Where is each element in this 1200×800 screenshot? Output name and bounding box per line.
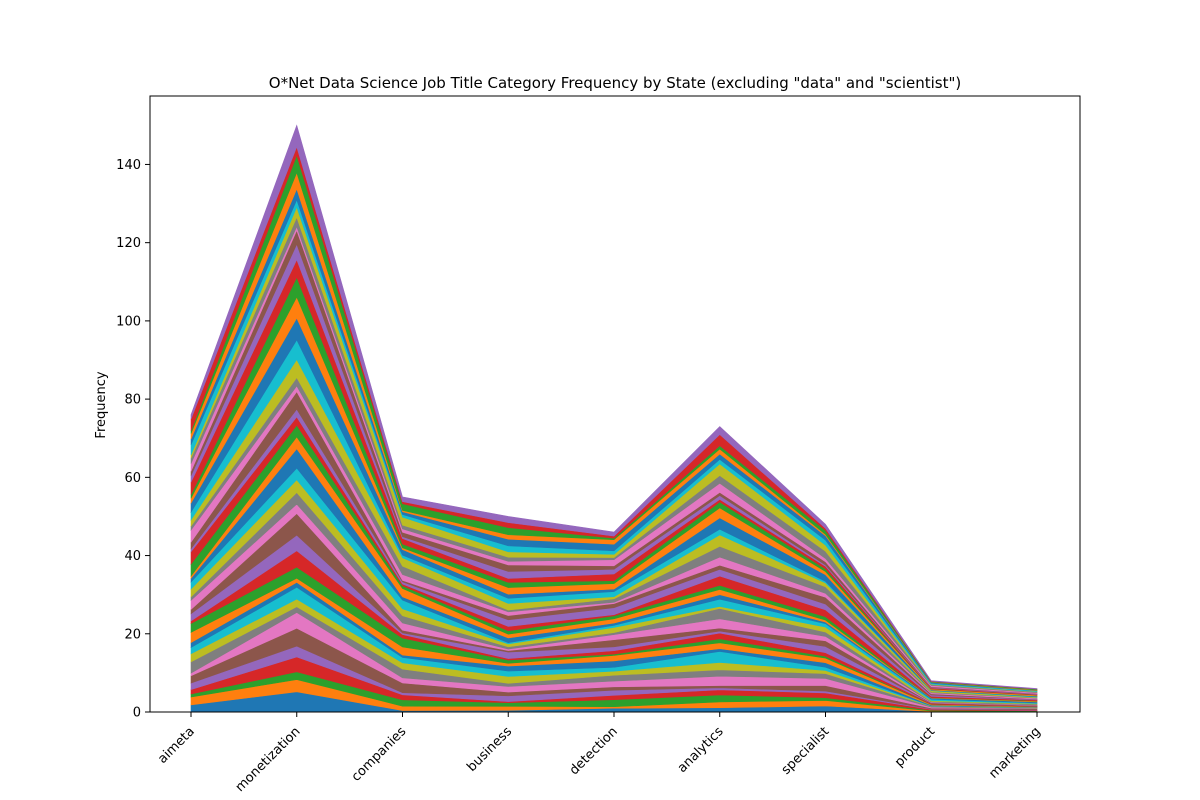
y-tick-label: 120 (116, 236, 141, 251)
plot-frame (149, 95, 1081, 713)
y-axis: 0 20 40 60 80 100 120 140 (116, 158, 150, 721)
y-tick-label: 0 (133, 706, 141, 721)
y-tick-label: 20 (124, 627, 141, 642)
chart-title: O*Net Data Science Job Title Category Fr… (269, 74, 961, 92)
plot-area (190, 124, 1038, 713)
y-tick-label: 140 (116, 158, 141, 173)
y-tick-label: 60 (124, 471, 141, 486)
y-tick-label: 80 (124, 393, 141, 408)
y-axis-label: Frequency (94, 371, 109, 438)
area-layer-45 (190, 124, 1038, 690)
y-tick-label: 40 (124, 549, 141, 564)
y-tick-label: 100 (116, 314, 141, 329)
